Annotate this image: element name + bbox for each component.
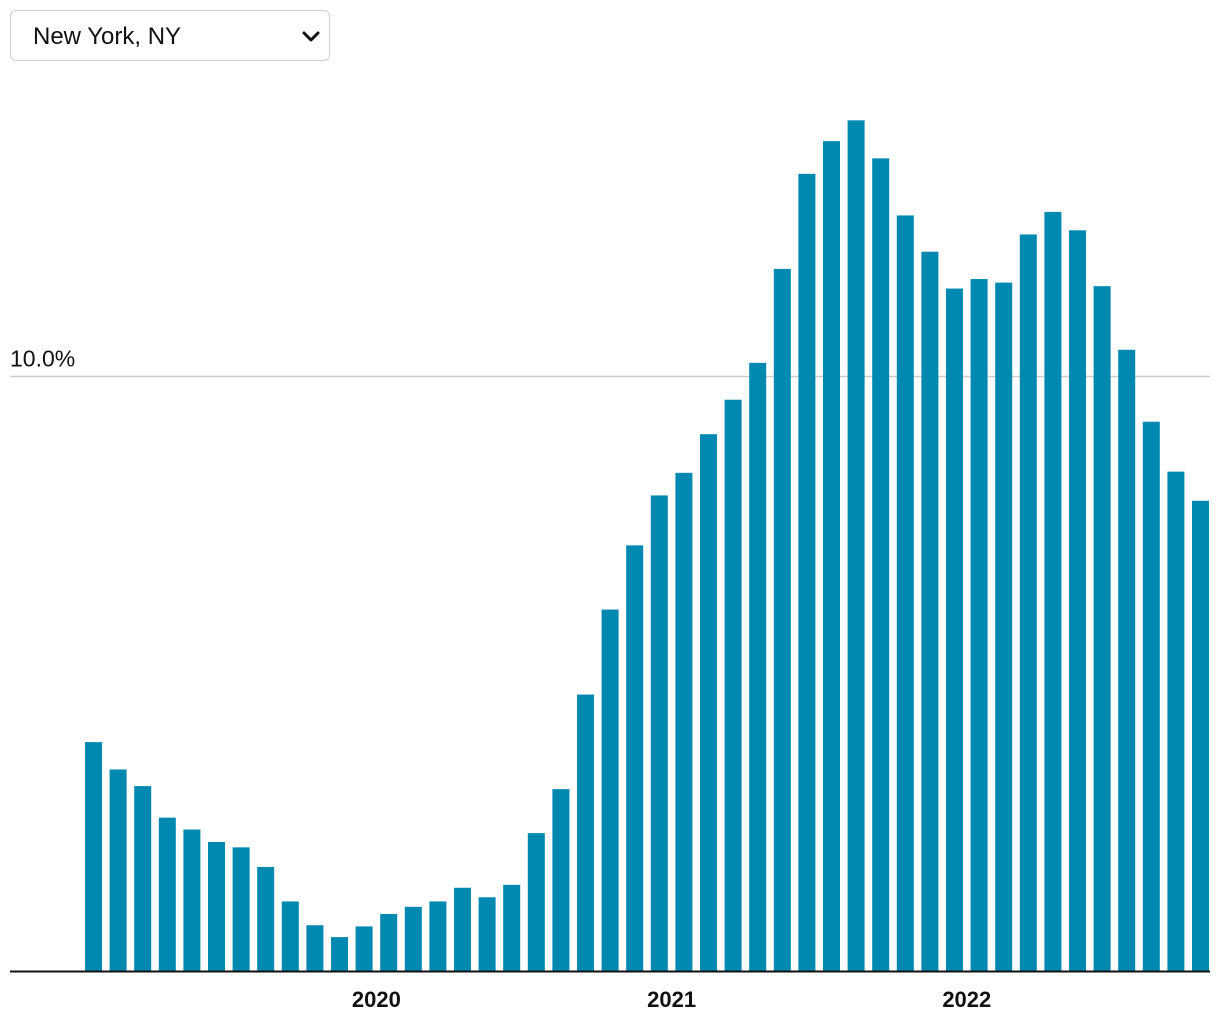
bar — [454, 887, 471, 971]
bar — [478, 897, 496, 971]
location-select-value: New York, NY — [33, 23, 182, 50]
y-tick-label: 10.0% — [10, 346, 75, 372]
bar — [1192, 500, 1209, 971]
bar — [109, 769, 127, 971]
bar — [724, 399, 742, 971]
bar — [552, 789, 570, 971]
bar — [1093, 286, 1111, 971]
x-tick-label: 2020 — [352, 987, 401, 1012]
bar — [1069, 230, 1086, 971]
bar — [896, 215, 914, 972]
bar — [970, 279, 988, 971]
bar — [1167, 471, 1185, 971]
bar — [675, 472, 693, 971]
bar — [85, 742, 102, 971]
bar — [331, 937, 348, 971]
bar — [921, 251, 939, 971]
bar — [1044, 211, 1062, 972]
bar — [281, 901, 299, 971]
bar — [232, 847, 250, 971]
bar — [429, 901, 447, 971]
bar — [798, 173, 816, 971]
bar — [380, 913, 398, 971]
bar — [257, 866, 275, 971]
bar — [626, 545, 644, 971]
bar — [208, 842, 225, 971]
bar — [1118, 349, 1136, 971]
bar — [404, 906, 422, 971]
bar — [872, 158, 890, 971]
bar — [995, 282, 1013, 971]
x-tick-label: 2022 — [942, 987, 991, 1012]
bar — [158, 817, 176, 971]
bar — [355, 926, 373, 971]
location-select[interactable]: New York, NY — [10, 10, 330, 61]
bar — [823, 141, 840, 971]
bar — [503, 884, 521, 971]
bar — [700, 434, 717, 971]
bar — [946, 288, 963, 972]
chevron-down-icon — [299, 25, 323, 49]
bar — [1142, 421, 1160, 971]
x-tick-label: 2021 — [647, 987, 696, 1012]
bar — [601, 609, 619, 971]
bar — [749, 362, 767, 972]
bar — [134, 786, 152, 971]
bar — [577, 694, 594, 971]
bar — [183, 829, 201, 971]
bar — [306, 925, 324, 971]
bar — [1019, 234, 1037, 971]
bar — [527, 833, 545, 971]
bar — [650, 495, 668, 971]
bar — [773, 268, 791, 971]
bar — [847, 120, 865, 971]
